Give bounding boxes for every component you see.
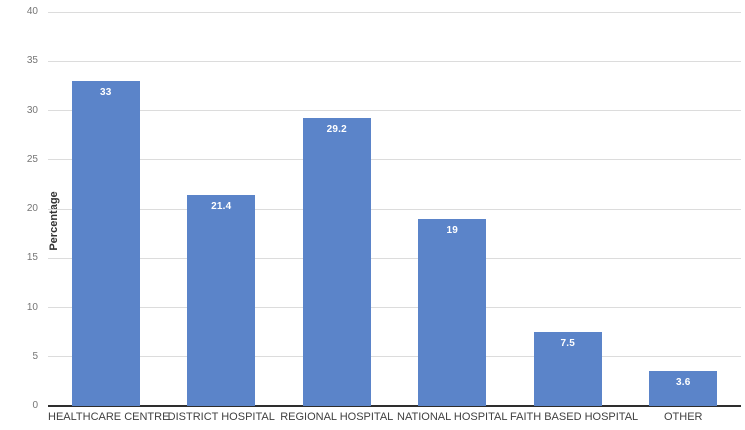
bar-other: 3.6 [649, 370, 718, 406]
gridline [48, 60, 741, 62]
bar-value-label: 7.5 [560, 338, 575, 350]
gridline [48, 257, 741, 259]
y-tick-label: 0 [32, 400, 38, 411]
y-axis-title: Percentage [48, 191, 60, 251]
bar-district-hospital: 21.4 [187, 195, 256, 406]
gridline [48, 11, 741, 13]
bar-national-hospital: 19 [418, 218, 487, 406]
gridline [48, 307, 741, 308]
gridline [48, 159, 741, 161]
y-tick-label: 30 [26, 104, 38, 116]
gridline [48, 356, 741, 358]
x-axis-label: NATIONAL HOSPITAL [397, 411, 508, 423]
gridline [48, 110, 741, 111]
bar-value-label: 21.4 [211, 201, 232, 213]
bar-faith-based-hospital: 7.5 [533, 332, 602, 406]
bar-healthcare-centre: 33 [71, 80, 140, 406]
y-tick-label: 15 [26, 252, 38, 264]
y-tick-label: 40 [26, 6, 38, 17]
y-tick-label: 35 [26, 55, 38, 67]
bar-regional-hospital: 29.2 [302, 118, 371, 406]
bar-value-label: 19 [446, 224, 459, 236]
bar-value-label: 33 [99, 86, 112, 98]
bar-value-label: 3.6 [675, 376, 691, 388]
y-tick-label: 10 [26, 301, 38, 313]
y-tick-label: 5 [32, 350, 38, 362]
bar-value-label: 29.2 [326, 124, 347, 136]
y-tick-label: 25 [26, 153, 38, 165]
x-axis-label: FAITH BASED HOSPITAL [510, 411, 639, 423]
x-axis-label: HEALTHCARE CENTRE [48, 411, 170, 423]
gridline [48, 208, 741, 210]
x-axis-line [48, 405, 741, 407]
x-axis-label: REGIONAL HOSPITAL [280, 411, 394, 423]
x-axis-label: DISTRICT HOSPITAL [167, 411, 275, 423]
plot-area: Percentage 33 21.4 29.2 19 7.5 3.6 [48, 11, 741, 407]
x-axis-label: OTHER [664, 411, 703, 423]
y-tick-label: 20 [26, 203, 38, 214]
